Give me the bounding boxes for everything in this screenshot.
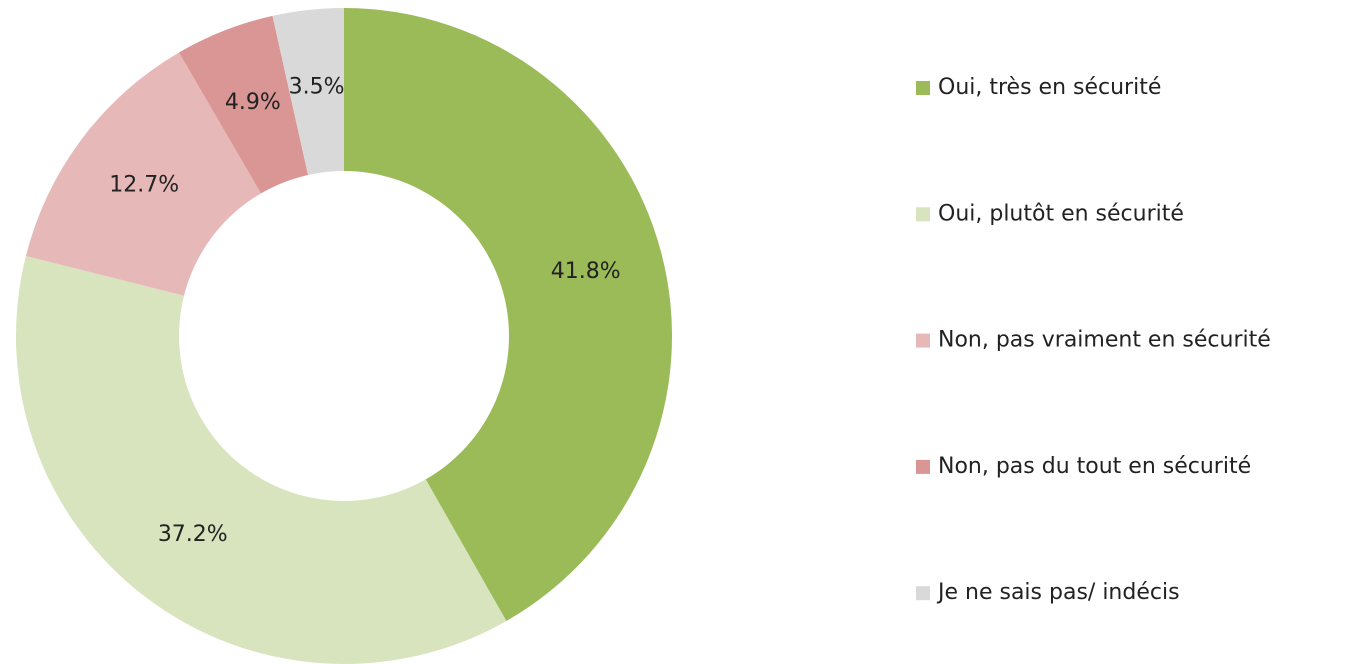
donut-slice	[272, 8, 344, 175]
legend-swatch	[916, 81, 930, 95]
legend-label: Non, pas du tout en sécurité	[938, 454, 1251, 479]
legend-swatch	[916, 459, 930, 474]
legend-swatch	[916, 586, 930, 601]
data-label: 41.8%	[551, 259, 621, 284]
data-label: 37.2%	[158, 522, 228, 547]
data-label: 3.5%	[289, 75, 345, 100]
donut-slice	[178, 15, 309, 194]
data-label: 4.9%	[225, 90, 281, 115]
legend-swatch	[916, 333, 930, 348]
legend-swatch	[916, 207, 930, 222]
legend-label: Non, pas vraiment en sécurité	[938, 328, 1271, 353]
legend-label: Je ne sais pas/ indécis	[936, 580, 1180, 605]
donut-slice	[25, 52, 261, 296]
data-label: 12.7%	[109, 173, 179, 198]
donut-slice	[344, 8, 673, 621]
legend-label: Oui, très en sécurité	[938, 75, 1161, 100]
donut-slice	[15, 256, 507, 664]
legend-label: Oui, plutôt en sécurité	[938, 201, 1184, 226]
